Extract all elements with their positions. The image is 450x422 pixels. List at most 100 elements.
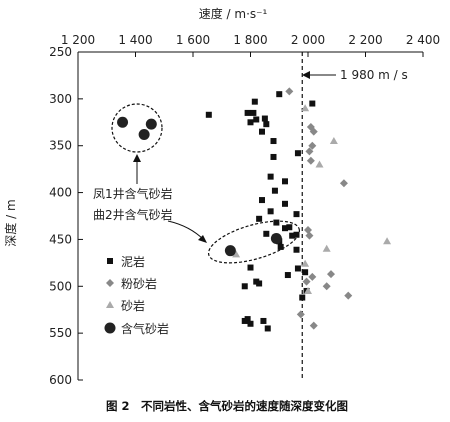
- mudstone-point: [267, 208, 274, 215]
- legend-marker-siltstone: [106, 279, 114, 287]
- y-tick-label: 400: [49, 186, 72, 200]
- y-tick-label: 250: [49, 45, 72, 59]
- mudstone-point: [286, 224, 293, 231]
- mudstone-point: [282, 178, 288, 185]
- mudstone-point: [205, 111, 212, 118]
- siltstone-point: [308, 141, 317, 150]
- mudstone-point: [294, 150, 301, 157]
- siltstone-point: [306, 122, 315, 131]
- y-tick-label: 300: [49, 92, 72, 106]
- siltstone-point: [304, 226, 312, 235]
- mudstone-point: [259, 197, 265, 204]
- gas-sand-ellipse-qu2: [207, 220, 301, 264]
- y-axis-title: 深度 / m: [3, 199, 18, 246]
- mudstone-point: [247, 119, 254, 126]
- mudstone-point: [241, 283, 248, 290]
- mudstone-point: [263, 121, 270, 128]
- mudstone-point: [247, 320, 254, 327]
- siltstone-point: [327, 270, 335, 279]
- mudstone-point: [293, 246, 300, 253]
- mudstone-point: [250, 109, 257, 116]
- sandstone-point: [322, 244, 331, 252]
- siltstone-point: [308, 272, 317, 281]
- x-tick-label: 2 400: [406, 33, 440, 47]
- reference-line-label: 1 980 m / s: [340, 68, 408, 82]
- mudstone-point: [309, 100, 316, 107]
- sandstone-point: [315, 160, 324, 168]
- annotation-qu2: 曲2井含气砂岩: [93, 207, 173, 222]
- siltstone-point: [285, 87, 294, 96]
- mudstone-point: [273, 219, 280, 226]
- legend-label-mudstone: 泥岩: [121, 254, 145, 269]
- mudstone-point: [282, 200, 288, 207]
- legend: 泥岩 粉砂岩 砂岩 含气砂岩: [104, 254, 169, 336]
- mudstone-point: [284, 272, 291, 279]
- x-tick-label: 1 400: [118, 33, 152, 47]
- sandstone-point: [301, 259, 310, 267]
- gas-sandstone-point: [270, 232, 282, 244]
- mudstone-point: [299, 294, 306, 301]
- mudstone-point: [256, 280, 263, 287]
- siltstone-point: [309, 321, 318, 330]
- x-tick-label: 1 800: [233, 33, 267, 47]
- mudstone-point: [293, 231, 300, 238]
- y-tick-label: 450: [49, 232, 72, 246]
- sandstone-point: [329, 137, 338, 145]
- legend-label-sandstone: 砂岩: [121, 298, 145, 313]
- gas-sandstone-point: [117, 116, 129, 128]
- mudstone-point: [259, 128, 265, 135]
- legend-marker-gas-sandstone: [104, 322, 116, 334]
- siltstone-point: [344, 291, 353, 300]
- mudstone-point: [270, 153, 277, 160]
- mudstone-point: [277, 243, 284, 250]
- siltstone-point: [302, 277, 311, 286]
- mudstone-point: [294, 265, 301, 272]
- reference-arrow-head: [302, 71, 310, 79]
- x-ticks: 1 200 1 400 1 600 1 800 2 000 2 200 2 400: [61, 33, 440, 57]
- mudstone-point: [289, 232, 296, 239]
- figure-caption: 图 2 不同岩性、含气砂岩的速度随深度变化图: [106, 399, 348, 413]
- siltstone-point: [309, 127, 318, 136]
- mudstone-point: [251, 98, 258, 105]
- y-tick-label: 550: [49, 326, 72, 340]
- mudstone-point: [302, 269, 309, 276]
- mudstone-point: [244, 109, 251, 116]
- x-tick-label: 2 200: [348, 33, 382, 47]
- y-ticks: 250 300 350 400 450 500 550 600: [49, 45, 83, 387]
- x-tick-label: 2 000: [291, 33, 325, 47]
- mudstone-point: [267, 173, 274, 180]
- x-axis-title: 速度 / m·s⁻¹: [199, 6, 268, 21]
- mudstone-point: [282, 225, 288, 232]
- sandstone-point: [232, 250, 241, 258]
- mudstone-point: [261, 115, 268, 122]
- x-tick-label: 1 600: [176, 33, 210, 47]
- legend-label-siltstone: 粉砂岩: [121, 276, 157, 291]
- legend-label-gas-sandstone: 含气砂岩: [121, 321, 169, 336]
- siltstone-point: [306, 156, 315, 165]
- siltstone-point: [296, 310, 305, 319]
- gas-sand-ellipse-feng1: [111, 103, 163, 153]
- mudstone-point: [253, 116, 260, 123]
- mudstone-point: [276, 91, 283, 98]
- annotation-arrow-1-head: [133, 154, 141, 162]
- y-tick-label: 500: [49, 279, 72, 293]
- annotation-feng1: 凤1井含气砂岩: [93, 186, 173, 201]
- sandstone-point: [383, 237, 392, 245]
- mudstone-point: [293, 211, 300, 218]
- siltstone-point: [305, 147, 314, 156]
- x-tick-label: 1 200: [61, 33, 95, 47]
- sandstone-point: [304, 286, 312, 294]
- legend-marker-mudstone: [107, 258, 113, 264]
- gas-sandstone-point: [138, 128, 150, 140]
- annotation-arrow-2-head: [198, 235, 207, 243]
- mudstone-point: [263, 230, 270, 237]
- gas-sandstone-point: [224, 245, 236, 257]
- y-tick-label: 600: [49, 373, 72, 387]
- sandstone-point: [301, 104, 310, 112]
- data-points: [117, 87, 392, 332]
- mudstone-point: [270, 138, 277, 145]
- siltstone-point: [305, 231, 314, 240]
- mudstone-point: [264, 325, 271, 332]
